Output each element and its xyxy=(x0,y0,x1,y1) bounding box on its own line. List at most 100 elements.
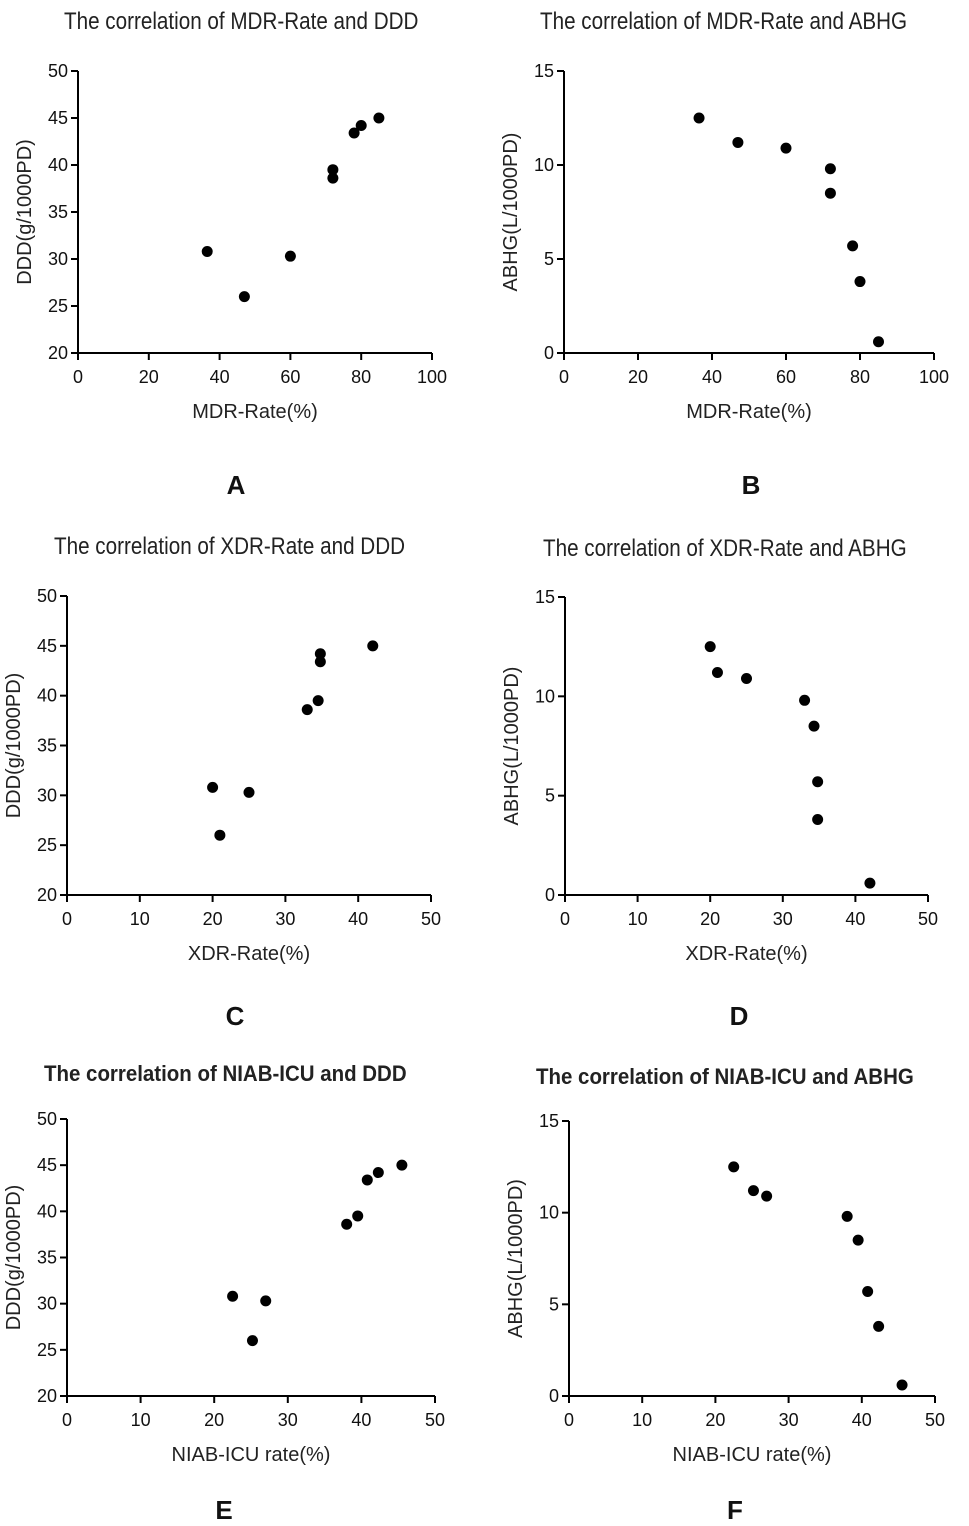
panel-label: C xyxy=(225,1001,245,1031)
scatter-plot-b: 0 20 40 60 80 100 0 5 10 15 MDR-Rate(%) ABHG(L/1000… xyxy=(500,61,949,423)
data-point xyxy=(847,240,859,252)
y-tick-label: 25 xyxy=(37,1340,57,1360)
chart-title: The correlation of NIAB-ICU and DDD xyxy=(44,1061,407,1086)
data-point xyxy=(314,648,326,660)
scatter-plot-e: 0 10 20 30 40 50 20 25 30 35 40 45 50 NIAB-ICU rate(%… xyxy=(3,1109,445,1466)
y-tick-label: 15 xyxy=(534,61,554,81)
x-tick-label: 10 xyxy=(632,1410,652,1430)
y-tick-label: 5 xyxy=(545,786,555,806)
data-point xyxy=(243,786,255,798)
data-point xyxy=(238,291,250,303)
x-tick-label: 40 xyxy=(210,367,230,387)
x-tick-label: 10 xyxy=(131,1410,151,1430)
data-point xyxy=(214,829,226,841)
x-tick-label: 30 xyxy=(275,909,295,929)
y-axis-label: DDD(g/1000PD) xyxy=(3,1185,25,1331)
y-tick-label: 35 xyxy=(37,1248,57,1268)
y-tick-label: 5 xyxy=(549,1294,559,1314)
data-point xyxy=(704,641,716,653)
data-point xyxy=(372,1167,384,1179)
data-point xyxy=(732,136,744,148)
y-tick-label: 35 xyxy=(48,202,68,222)
x-tick-label: 60 xyxy=(776,367,796,387)
y-tick-label: 50 xyxy=(37,1109,57,1129)
data-point xyxy=(246,1335,258,1347)
x-tick-label: 20 xyxy=(203,909,223,929)
data-point xyxy=(348,127,360,139)
x-axis-label: XDR-Rate(%) xyxy=(188,943,310,965)
data-point xyxy=(896,1379,908,1391)
x-tick-label: 20 xyxy=(700,909,720,929)
y-tick-label: 20 xyxy=(37,885,57,905)
data-point xyxy=(373,112,385,124)
y-tick-label: 15 xyxy=(535,587,555,607)
y-tick-label: 30 xyxy=(37,1294,57,1314)
data-point xyxy=(201,245,213,257)
chart-title: The correlation of XDR-Rate and ABHG xyxy=(543,535,907,562)
y-axis-label: ABHG(L/1000PD) xyxy=(500,133,522,292)
x-tick-label: 0 xyxy=(560,909,570,929)
x-tick-label: 0 xyxy=(62,1410,72,1430)
panel-label: B xyxy=(741,470,761,500)
y-tick-label: 20 xyxy=(37,1386,57,1406)
data-point xyxy=(355,120,367,132)
data-point xyxy=(854,276,866,288)
x-tick-label: 50 xyxy=(421,909,441,929)
panel-label: A xyxy=(226,470,246,500)
x-tick-label: 100 xyxy=(919,367,949,387)
x-tick-label: 40 xyxy=(852,1410,872,1430)
y-tick-label: 45 xyxy=(37,1155,57,1175)
x-tick-label: 30 xyxy=(773,909,793,929)
data-point xyxy=(741,672,752,684)
data-point xyxy=(352,1210,364,1222)
y-tick-label: 30 xyxy=(37,785,57,805)
y-tick-label: 50 xyxy=(37,586,57,606)
chart-title: The correlation of XDR-Rate and DDD xyxy=(54,533,406,560)
y-tick-label: 0 xyxy=(544,343,554,363)
x-tick-label: 100 xyxy=(417,367,447,387)
data-point xyxy=(314,656,326,668)
scatter-plot-a: 0 20 40 60 80 10020253035404550MDR-Rate(%)DDD… xyxy=(14,61,447,423)
y-tick-label: 50 xyxy=(48,61,68,81)
chart-title: The correlation of NIAB-ICU and ABHG xyxy=(536,1064,914,1089)
x-tick-label: 40 xyxy=(348,909,368,929)
y-tick-label: 25 xyxy=(48,296,68,316)
x-axis-label: XDR-Rate(%) xyxy=(685,943,807,965)
data-point xyxy=(780,142,792,154)
y-tick-label: 30 xyxy=(48,249,68,269)
y-tick-label: 15 xyxy=(539,1111,559,1131)
y-tick-label: 40 xyxy=(37,1201,57,1221)
data-point xyxy=(808,720,820,732)
x-tick-label: 50 xyxy=(918,909,938,929)
data-point xyxy=(301,704,313,716)
data-point xyxy=(728,1161,740,1173)
y-tick-label: 10 xyxy=(534,155,554,175)
data-point xyxy=(396,1159,408,1171)
x-tick-label: 60 xyxy=(280,367,300,387)
y-tick-label: 10 xyxy=(539,1203,559,1223)
y-tick-label: 0 xyxy=(549,1386,559,1406)
y-tick-label: 10 xyxy=(535,686,555,706)
y-tick-label: 5 xyxy=(544,249,554,269)
data-point xyxy=(824,163,836,175)
x-tick-label: 40 xyxy=(845,909,865,929)
x-tick-label: 20 xyxy=(705,1410,725,1430)
x-tick-label: 50 xyxy=(925,1410,945,1430)
data-point xyxy=(747,1185,759,1197)
data-point xyxy=(693,112,705,124)
x-tick-label: 30 xyxy=(278,1410,298,1430)
data-point xyxy=(799,694,811,706)
x-axis-label: NIAB-ICU rate(%) xyxy=(673,1444,832,1466)
x-tick-label: 0 xyxy=(62,909,72,929)
data-point xyxy=(852,1234,864,1246)
y-axis-label: ABHG(L/1000PD) xyxy=(501,667,523,826)
data-point xyxy=(284,250,296,262)
x-tick-label: 80 xyxy=(850,367,870,387)
y-axis-label: DDD(g/1000PD) xyxy=(3,673,25,819)
x-tick-label: 0 xyxy=(73,367,83,387)
data-point xyxy=(761,1190,773,1202)
data-point xyxy=(812,814,824,826)
x-tick-label: 20 xyxy=(139,367,159,387)
scatter-plot-f: 0 10 20 30 40 50 0 5 10 15 NIAB-ICU rate(%) ABHG(L/… xyxy=(505,1111,945,1466)
x-tick-label: 80 xyxy=(351,367,371,387)
